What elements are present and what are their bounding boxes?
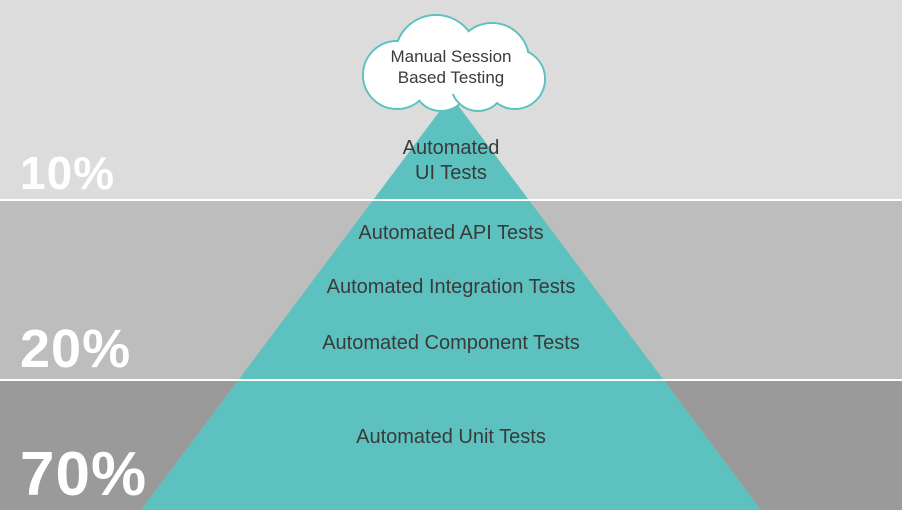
cloud-label: Manual Session Based Testing [356,46,546,89]
pct-label-20: 20% [20,322,131,376]
cloud-line1: Manual Session [391,47,512,66]
cloud-manual-testing: Manual Session Based Testing [356,12,546,108]
label-automated-ui: Automated UI Tests [403,136,500,186]
pct-label-70: 70% [20,444,147,506]
label-ui-line2: UI Tests [415,162,487,184]
label-automated-component: Automated Component Tests [322,332,580,355]
label-automated-api: Automated API Tests [358,222,543,245]
label-automated-integration: Automated Integration Tests [327,276,576,299]
label-automated-unit: Automated Unit Tests [356,426,546,449]
separator-1 [0,199,902,201]
pct-label-10: 10% [20,150,115,196]
cloud-line2: Based Testing [398,68,504,87]
separator-2 [0,379,902,381]
label-ui-line1: Automated [403,137,500,159]
testing-pyramid-infographic: 10% 20% 70% Manual Session Based Testing… [0,0,902,528]
